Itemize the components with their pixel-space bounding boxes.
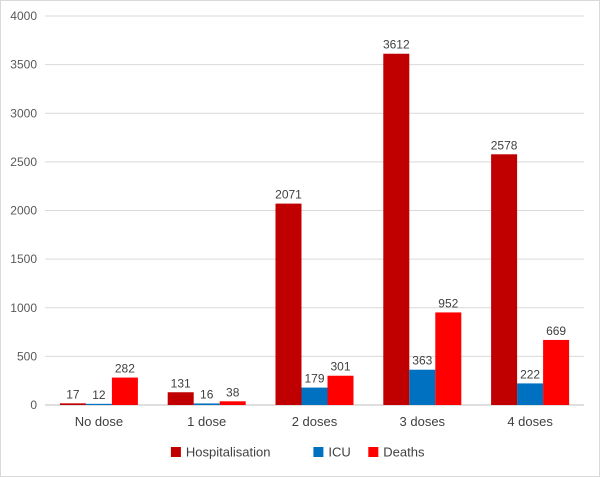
bar-icu-2 bbox=[301, 387, 328, 405]
data-label: 179 bbox=[304, 372, 324, 386]
data-label: 669 bbox=[546, 324, 566, 338]
data-label: 17 bbox=[66, 387, 80, 401]
y-tick-label: 2500 bbox=[10, 155, 37, 169]
x-category-label: 1 dose bbox=[187, 414, 226, 429]
data-label: 301 bbox=[330, 360, 350, 374]
bar-icu-1 bbox=[193, 403, 220, 405]
y-axis: 0 500 1000 1500 2000 2500 3000 3500 4000 bbox=[10, 9, 37, 412]
data-label: 363 bbox=[412, 354, 432, 368]
x-category-label: No dose bbox=[75, 414, 123, 429]
bar-deaths-1 bbox=[219, 401, 246, 405]
bar-icu-4 bbox=[517, 383, 544, 405]
bar-hospitalisation-0 bbox=[59, 403, 86, 405]
legend-label: ICU bbox=[328, 445, 350, 460]
y-tick-label: 4000 bbox=[10, 9, 37, 23]
legend-swatch bbox=[313, 447, 324, 457]
data-label: 16 bbox=[200, 387, 214, 401]
bar-icu-3 bbox=[409, 369, 436, 405]
bar-deaths-2 bbox=[327, 375, 354, 405]
data-label: 12 bbox=[92, 388, 106, 402]
data-labels: 17 12 282 131 16 38 2071 179 301 3612 363 952 2578 22… bbox=[66, 38, 566, 402]
x-category-label: 3 doses bbox=[400, 414, 446, 429]
x-category-label: 2 doses bbox=[292, 414, 338, 429]
y-tick-label: 3000 bbox=[10, 106, 37, 120]
bar-hospitalisation-3 bbox=[383, 53, 410, 405]
y-tick-label: 500 bbox=[17, 349, 37, 363]
bar-deaths-3 bbox=[435, 312, 462, 405]
data-label: 3612 bbox=[383, 38, 410, 52]
data-label: 222 bbox=[520, 367, 540, 381]
legend-label: Hospitalisation bbox=[186, 445, 271, 460]
y-tick-label: 3500 bbox=[10, 58, 37, 72]
bar-icu-0 bbox=[85, 403, 112, 405]
legend-label: Deaths bbox=[383, 445, 425, 460]
bar-hospitalisation-2 bbox=[275, 203, 302, 405]
data-label: 2071 bbox=[275, 188, 302, 202]
y-tick-label: 2000 bbox=[10, 204, 37, 218]
x-category-label: 4 doses bbox=[507, 414, 553, 429]
data-label: 952 bbox=[438, 296, 458, 310]
y-tick-label: 1500 bbox=[10, 252, 37, 266]
bars bbox=[59, 53, 570, 405]
legend-item-hospitalisation: Hospitalisation bbox=[170, 445, 271, 460]
y-tick-label: 1000 bbox=[10, 301, 37, 315]
legend: Hospitalisation ICU Deaths bbox=[170, 445, 425, 460]
legend-item-icu: ICU bbox=[313, 445, 351, 460]
data-label: 2578 bbox=[491, 138, 518, 152]
bar-hospitalisation-4 bbox=[491, 154, 518, 405]
data-label: 282 bbox=[115, 362, 135, 376]
bar-deaths-0 bbox=[111, 377, 138, 405]
bar-deaths-4 bbox=[543, 339, 570, 405]
y-tick-label: 0 bbox=[30, 398, 37, 412]
legend-swatch bbox=[170, 447, 181, 457]
legend-item-deaths: Deaths bbox=[368, 445, 425, 460]
data-label: 38 bbox=[226, 385, 240, 399]
legend-swatch bbox=[368, 447, 379, 457]
data-label: 131 bbox=[171, 376, 191, 390]
x-axis: No dose 1 dose 2 doses 3 doses 4 doses bbox=[75, 414, 554, 429]
bar-hospitalisation-1 bbox=[167, 392, 194, 405]
